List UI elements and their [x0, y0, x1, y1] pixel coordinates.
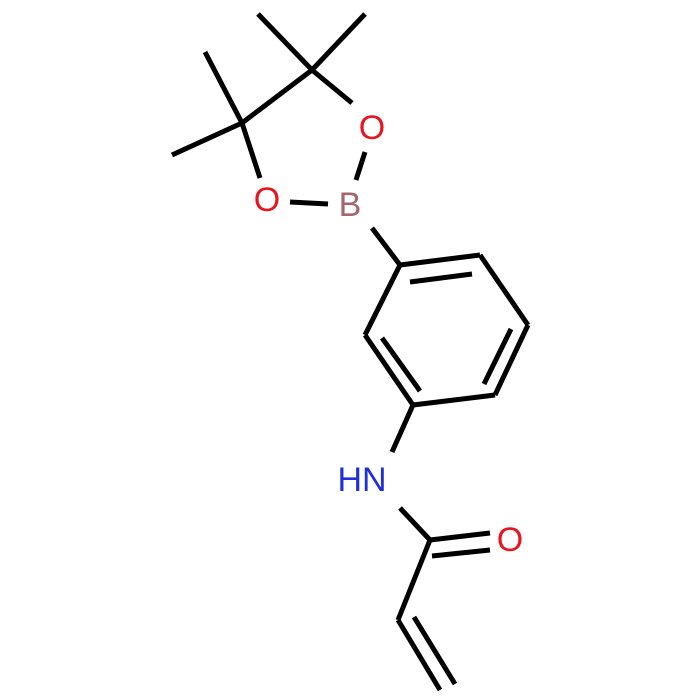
- bond: [310, 12, 367, 72]
- bond: [477, 253, 531, 327]
- bond: [431, 547, 491, 559]
- bond: [202, 50, 245, 125]
- bond: [395, 618, 443, 692]
- bond: [389, 403, 416, 454]
- bond: [409, 271, 473, 285]
- bond: [239, 122, 263, 179]
- atom-label: O: [359, 109, 385, 147]
- bond: [370, 226, 402, 267]
- bonds: [170, 12, 531, 692]
- bond: [492, 323, 531, 397]
- bond: [398, 506, 432, 542]
- bond: [412, 392, 496, 408]
- bond: [395, 539, 433, 621]
- bond: [362, 333, 416, 407]
- bond: [429, 530, 491, 543]
- bond: [240, 68, 314, 125]
- atom-label: B: [339, 186, 362, 224]
- bond: [379, 336, 423, 393]
- atom-label: O: [254, 181, 280, 219]
- bond: [411, 615, 458, 686]
- atom-label: O: [497, 521, 523, 559]
- atom-label: HN: [337, 461, 386, 499]
- bond: [481, 327, 514, 386]
- bond: [170, 120, 244, 158]
- bond: [399, 252, 481, 268]
- bond: [289, 199, 329, 207]
- bond: [310, 68, 354, 105]
- bond: [362, 263, 403, 337]
- bond: [353, 151, 368, 181]
- bond: [256, 12, 314, 72]
